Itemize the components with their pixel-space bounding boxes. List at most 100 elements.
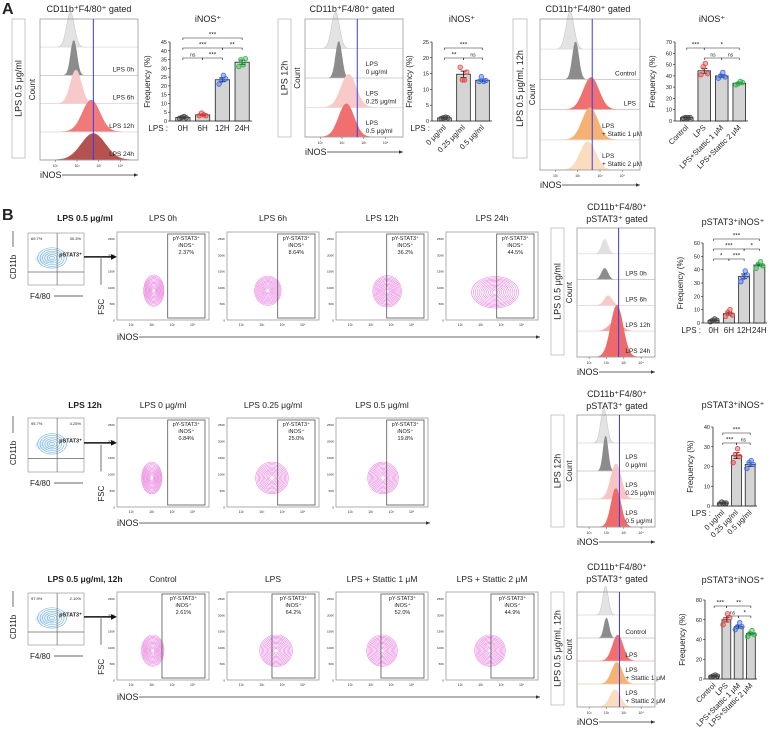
inos-gate (167, 419, 206, 506)
axis-tick-label: 10³ (361, 141, 367, 145)
bar (715, 75, 729, 122)
histogram-curve (577, 239, 655, 255)
contour-ring (264, 639, 288, 662)
contour-plot-title: LPS + Stattic 1 μM (347, 574, 418, 584)
y-tick-label: 200K (437, 613, 444, 617)
significance-label: *** (716, 600, 724, 607)
panel-label-a: A (2, 1, 14, 18)
contour-ring (269, 644, 283, 657)
x-tick-label: 10⁴ (190, 323, 196, 327)
contour-ring (144, 275, 164, 306)
gate-text: iNOS⁺ (397, 428, 413, 435)
contour-ring (383, 287, 391, 296)
y-tick-label: 250K (108, 423, 115, 427)
histogram-row-label: LPS 24h (625, 348, 650, 355)
contour-ring (373, 276, 401, 307)
contour-ring (143, 465, 160, 491)
contour-ring (478, 281, 512, 304)
y-tick-label: 0 (223, 679, 225, 683)
axis-tick-label: 10⁴ (638, 711, 644, 715)
bar-chart: pSTAT3⁺iNOS⁺Frequency (%)020406080Contro… (678, 575, 765, 729)
x-tick-label: 10³ (280, 323, 286, 327)
axis-tick-label: 10³ (621, 361, 627, 365)
x-tick-label: 10¹ (129, 510, 135, 514)
contour-ring (373, 468, 393, 488)
significance-bracket (728, 258, 745, 261)
contour-ring (474, 634, 506, 667)
histogram-row-label: LPS 0h (625, 271, 647, 278)
y-tick-label: 200K (108, 613, 115, 617)
contour-ring (147, 280, 161, 301)
significance-label: *** (209, 32, 217, 39)
gate-text: pY-STAT3⁺ (499, 595, 526, 602)
y-tick-label: 0 (113, 679, 115, 683)
data-point (714, 673, 721, 679)
histogram-row-label: LPS (602, 153, 615, 160)
histogram-row-label: 0 μg/ml (366, 69, 388, 76)
y-tick-label: 100K (218, 473, 225, 477)
histogram-title: CD11b⁺F4/80⁺ (587, 562, 647, 572)
contour-ring (482, 283, 508, 301)
histogram-frame (304, 18, 404, 138)
significance-label: *** (460, 42, 468, 49)
contour-ring (150, 648, 155, 654)
gating-scatter (34, 254, 55, 264)
data-point (704, 70, 711, 77)
y-tick-label: 0 (113, 319, 115, 323)
contour-ring (143, 274, 165, 307)
data-point (240, 62, 246, 68)
y-tick-label: 40 (704, 425, 710, 431)
x-tick-label: 10² (368, 323, 374, 327)
data-point (748, 457, 754, 464)
contour-ring (374, 469, 392, 487)
data-point (483, 77, 489, 84)
gate-text: 44.5% (508, 250, 524, 256)
y-tick-label: 150K (218, 270, 225, 274)
contour-ring (384, 288, 390, 294)
y-tick-label: 60 (696, 618, 702, 624)
y-tick-label: 0 (707, 504, 710, 510)
contour-ring (485, 645, 495, 656)
contour-ring (145, 469, 158, 487)
contour-ring (151, 288, 156, 294)
condition-box (512, 18, 528, 159)
y-tick-label: 5 (426, 103, 429, 109)
axis-tick-label: 10³ (96, 164, 102, 168)
gate-text: 36.2% (398, 250, 414, 256)
contour-frame (226, 591, 320, 681)
gate-text: 25.0% (289, 436, 305, 442)
contour-ring (146, 642, 160, 660)
y-tick-label: 100K (327, 473, 334, 477)
y-tick-label: 15 (423, 72, 429, 78)
contour-plot: LPS 6h pY-STAT3⁺iNOS⁺8.64% 250K 200K 150K 100… (218, 213, 320, 327)
gate-text: 2.61% (176, 610, 192, 616)
contour-ring (372, 466, 394, 490)
histogram-panel: CD11b⁺F4/80⁺ pSTAT3⁺ gated LPS 0.5 μg/ml Co… (550, 202, 656, 365)
contour-ring (487, 648, 493, 654)
contour-center (274, 649, 278, 652)
contour-center (270, 476, 274, 480)
data-point (720, 69, 726, 76)
bar (732, 82, 746, 122)
y-tick-label: 50K (439, 302, 444, 306)
x-tick-label: 10¹ (348, 510, 354, 514)
histogram-row-label: 0.25 μg/ml (625, 490, 656, 497)
y-tick-label: 30 (161, 66, 167, 72)
contour-plot-title: LPS 12h (366, 213, 399, 223)
axis-tick-label: 10² (575, 174, 581, 178)
inos-gate (167, 233, 206, 319)
flow-row: LPS 0.5 μg/ml 69.7% 30.3% pSTAT3⁺ CD11b F4/80… (9, 213, 539, 327)
y-tick-label: 150K (437, 270, 444, 274)
count-axis-label: Count (565, 638, 574, 660)
bar (697, 70, 711, 122)
y-tick-label: 50K (329, 302, 334, 306)
condition-box (277, 18, 292, 138)
contour-ring (144, 639, 161, 662)
y-tick-label: 20 (694, 294, 700, 300)
contour-ring (368, 463, 398, 493)
y-tick-label: 10 (161, 101, 167, 107)
y-tick-label: 250K (327, 423, 334, 427)
contour-ring (373, 642, 391, 660)
y-tick-label: 20 (666, 96, 672, 102)
